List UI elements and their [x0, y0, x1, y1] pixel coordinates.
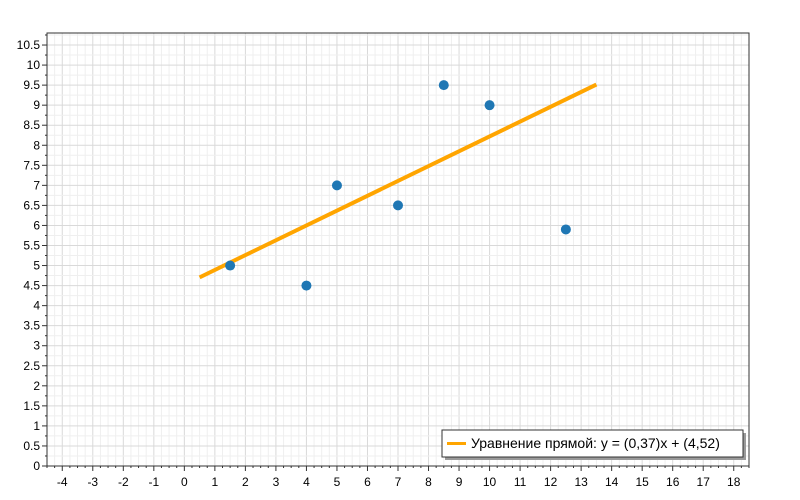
regression-line — [198, 82, 598, 280]
x-tick-label: 15 — [635, 475, 649, 489]
x-tick-label: 18 — [727, 475, 741, 489]
scatter-point — [484, 100, 495, 111]
x-tick-label: -1 — [148, 475, 159, 489]
y-tick-label: 5 — [33, 259, 40, 273]
y-tick-label: 10.5 — [17, 38, 41, 52]
y-tick-label: 8.5 — [23, 118, 40, 132]
x-tick-label: 11 — [514, 475, 527, 489]
y-tick-label: 9.5 — [23, 78, 40, 92]
regression-line-layer — [198, 82, 598, 280]
x-tick-label: -2 — [118, 475, 129, 489]
x-tick-label: 4 — [303, 475, 310, 489]
scatter-point — [438, 80, 449, 91]
x-tick-label: 5 — [334, 475, 341, 489]
y-tick-label: 4.5 — [23, 279, 40, 293]
x-tick-label: -4 — [57, 475, 68, 489]
x-tick-label: 3 — [273, 475, 280, 489]
y-tick-label: 10 — [27, 58, 41, 72]
x-tick-label: 12 — [544, 475, 558, 489]
x-tick-label: 0 — [181, 475, 188, 489]
y-tick-label: 6.5 — [23, 198, 40, 212]
scatter-points — [225, 80, 571, 291]
y-tick-label: 9 — [33, 98, 40, 112]
y-tick-label: 1.5 — [23, 399, 40, 413]
scatter-point — [560, 224, 571, 235]
y-tick-label: 1 — [33, 419, 40, 433]
x-tick-label: 6 — [364, 475, 371, 489]
y-tick-label: 5.5 — [23, 238, 40, 252]
scatter-point — [225, 260, 236, 271]
x-tick-label: 17 — [697, 475, 711, 489]
x-tick-label: 10 — [483, 475, 497, 489]
y-tick-label: 0 — [33, 459, 40, 473]
x-tick-label: 9 — [456, 475, 463, 489]
y-tick-label: 2.5 — [23, 359, 40, 373]
scatter-point — [331, 180, 342, 191]
y-tick-label: 3 — [33, 339, 40, 353]
scatter-point — [393, 200, 403, 211]
scatter-point — [301, 280, 312, 291]
x-tick-label: 13 — [574, 475, 588, 489]
x-tick-label: 7 — [395, 475, 402, 489]
x-tick-label: -3 — [87, 475, 98, 489]
x-tick-label: 14 — [605, 475, 619, 489]
y-tick-label: 3.5 — [23, 319, 40, 333]
x-tick-label: 16 — [666, 475, 680, 489]
y-tick-label: 0.5 — [23, 439, 40, 453]
legend: Уравнение прямой: y = (0,37)x + (4,52) — [441, 429, 746, 460]
y-axis-ticks: 0 0.5 1 1.5 2 2.5 3 3.5 4 4.5 5 5.5 6 6.5 7 7.5 8 8.5 9 9.5… — [17, 34, 47, 473]
y-tick-label: 8 — [33, 138, 40, 152]
x-tick-label: 1 — [212, 475, 219, 489]
x-tick-label: 2 — [242, 475, 249, 489]
y-tick-label: 7.5 — [23, 158, 40, 172]
y-tick-label: 7 — [33, 178, 40, 192]
y-tick-label: 4 — [33, 299, 40, 313]
legend-box — [441, 429, 744, 458]
x-axis-ticks: -4 -3 -2 -1 0 1 2 3 4 5 6 7 8 9 10 11 12 13 14 15 16 17 18 — [46, 466, 750, 489]
legend-label: Уравнение прямой: y = (0,37)x + (4,52) — [471, 435, 720, 451]
y-tick-label: 2 — [33, 379, 40, 393]
grid — [46, 33, 750, 467]
y-tick-label: 6 — [33, 218, 40, 232]
x-tick-label: 8 — [425, 475, 432, 489]
